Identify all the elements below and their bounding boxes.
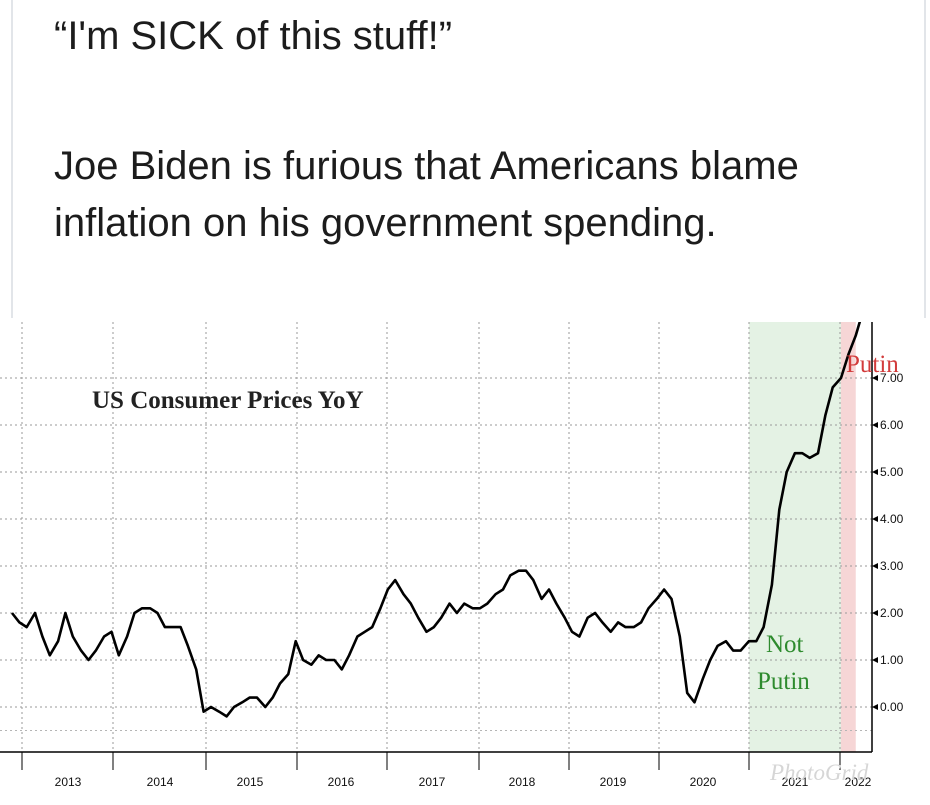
shaded-region-putin <box>840 322 856 752</box>
inflation-chart: 2013 2014 2015 2016 2017 2018 2019 2020 2021 2022… <box>0 307 930 800</box>
y-tick-label: 3.00 <box>880 559 904 573</box>
y-tick-arrow <box>872 563 878 569</box>
x-tick-label-2018: 2018 <box>509 775 536 789</box>
y-tick-label: 5.00 <box>880 465 904 479</box>
y-tick-label: 0.00 <box>880 700 904 714</box>
y-tick-arrow <box>872 704 878 710</box>
annotation-putin-red: Putin <box>846 351 899 378</box>
y-tick-label: 6.00 <box>880 418 904 432</box>
x-tick-label-2020: 2020 <box>690 775 717 789</box>
y-tick-label: 7.00 <box>880 371 904 385</box>
quote-text: “I'm SICK of this stuff!” <box>54 14 453 58</box>
x-tick-label-2017: 2017 <box>419 775 446 789</box>
y-tick-label: 4.00 <box>880 512 904 526</box>
x-tick-label-2015: 2015 <box>237 775 264 789</box>
y-tick-label: 2.00 <box>880 606 904 620</box>
y-tick-arrow <box>872 422 878 428</box>
post-body-text: Joe Biden is furious that Americans blam… <box>54 144 799 245</box>
shaded-region-not-putin <box>748 322 841 752</box>
annotation-putin-green: Putin <box>757 668 810 695</box>
series-line-cpi <box>10 307 866 718</box>
x-tick-label-2021: 2021 <box>782 775 809 789</box>
y-tick-label: 1.00 <box>880 653 904 667</box>
chart-title: US Consumer Prices YoY <box>92 387 364 414</box>
chart-svg: 2013 2014 2015 2016 2017 2018 2019 2020 2021 2022… <box>0 307 930 800</box>
post-text-panel: “I'm SICK of this stuff!” Joe Biden is f… <box>0 0 930 322</box>
annotation-not: Not <box>766 631 804 658</box>
y-tick-arrow <box>872 375 878 381</box>
panel-border-left <box>11 0 13 318</box>
panel-border-right <box>924 0 926 318</box>
y-tick-arrow <box>872 516 878 522</box>
x-tick-label-2016: 2016 <box>328 775 355 789</box>
x-tick-label-2014: 2014 <box>147 775 174 789</box>
x-tick-label-2019: 2019 <box>600 775 627 789</box>
x-tick-label-2013: 2013 <box>55 775 82 789</box>
y-tick-arrow <box>872 610 878 616</box>
x-tick-label-2022: 2022 <box>845 775 872 789</box>
y-tick-arrow <box>872 657 878 663</box>
y-tick-arrow <box>872 469 878 475</box>
watermark-photogrid: PhotoGrid <box>769 760 869 785</box>
